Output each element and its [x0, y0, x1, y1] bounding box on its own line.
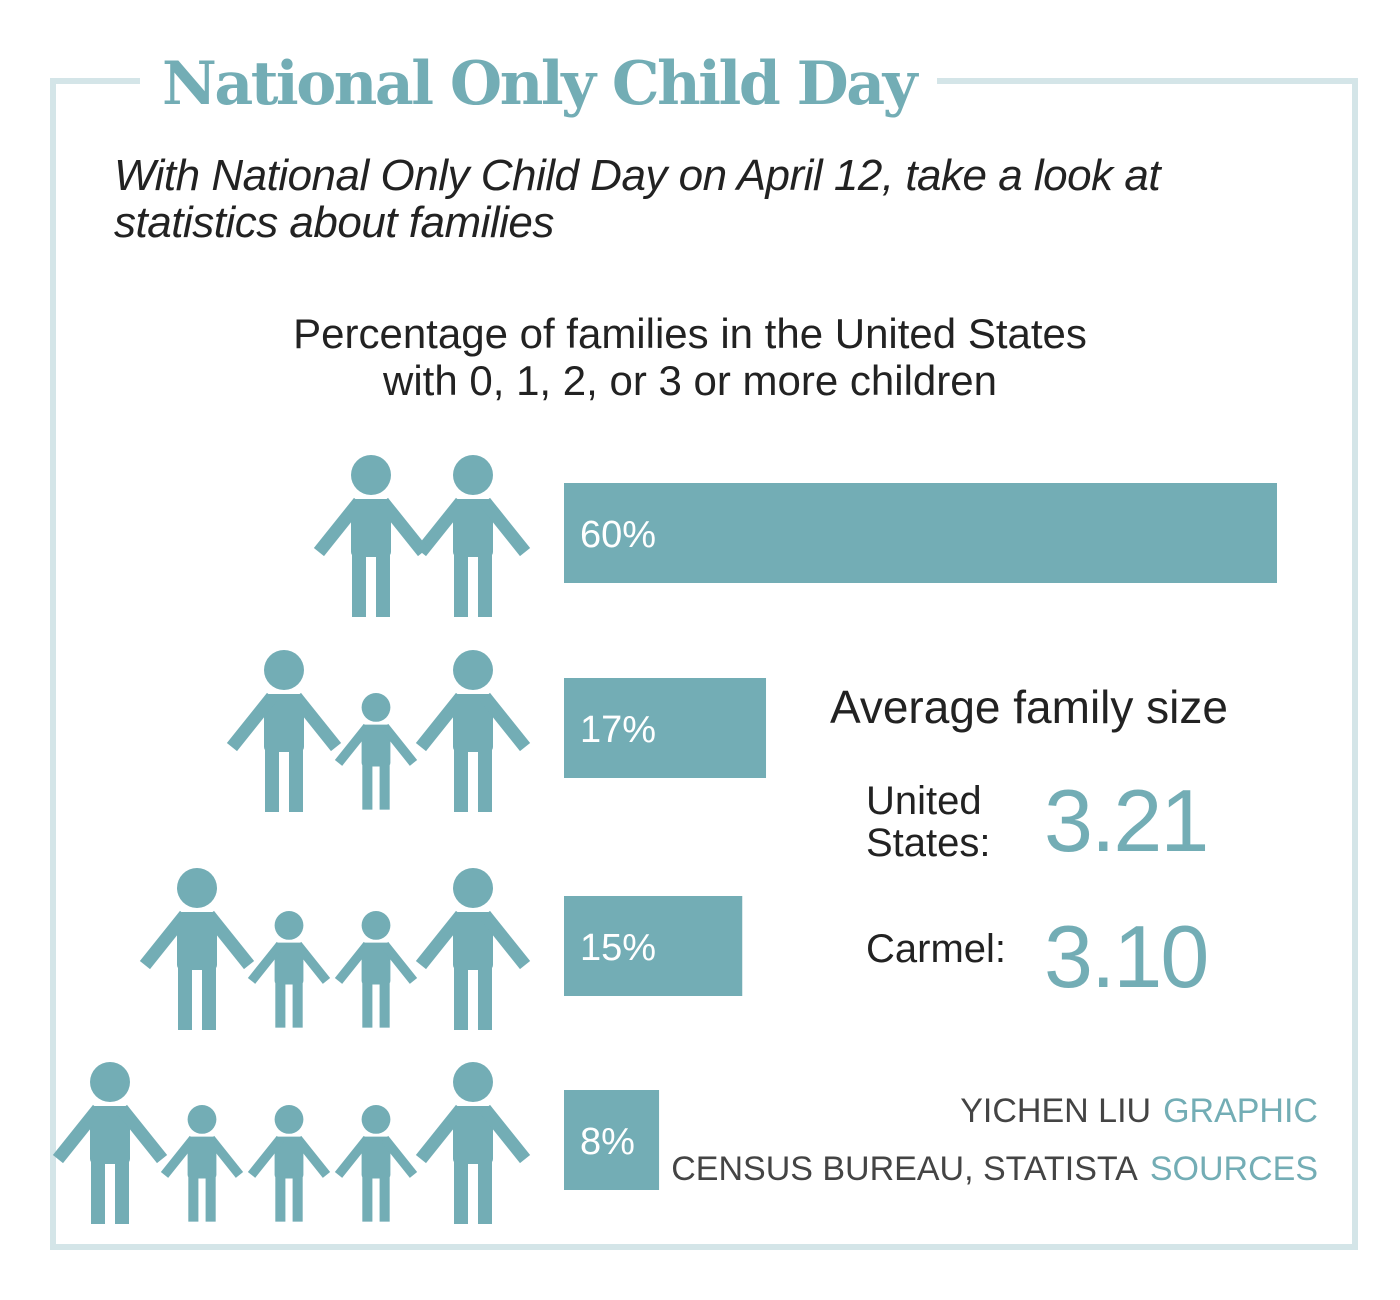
child-icon: [247, 1105, 331, 1222]
family-icon-row-2: [139, 868, 531, 1030]
graphic-credit-role: GRAPHIC: [1163, 1092, 1318, 1130]
bar-2: [564, 896, 743, 996]
chart-title: Percentage of families in the United Sta…: [150, 310, 1230, 404]
child-icon: [160, 1105, 244, 1222]
graphic-credit-name: YICHEN LIU: [960, 1092, 1152, 1130]
family-icon-row-1: [226, 650, 531, 812]
bar-label-2: 15%: [580, 927, 656, 969]
carmel-average-value: 3.10: [1044, 907, 1209, 1006]
us-average-value: 3.21: [1044, 771, 1209, 870]
adult-icon: [415, 650, 531, 812]
adult-icon: [415, 1062, 531, 1224]
sources-credit-name: CENSUS BUREAU, STATISTA: [671, 1150, 1138, 1188]
chart-title-line-2: with 0, 1, 2, or 3 or more children: [383, 357, 997, 404]
us-label-line-2: States:: [866, 821, 991, 865]
bar-label-0: 60%: [580, 514, 656, 556]
adult-icon: [313, 455, 429, 617]
page-title: National Only Child Day: [140, 44, 937, 124]
carmel-label: Carmel:: [866, 927, 1007, 971]
us-label: United States:: [866, 780, 991, 864]
chart-title-line-1: Percentage of families in the United Sta…: [293, 310, 1087, 357]
bar-1: [564, 678, 767, 778]
child-icon: [334, 693, 418, 810]
average-family-size-title: Average family size: [830, 681, 1228, 733]
adult-icon: [415, 455, 531, 617]
family-icon-row-0: [313, 455, 531, 617]
child-icon: [247, 911, 331, 1028]
child-icon: [334, 911, 418, 1028]
sources-credit-role: SOURCES: [1149, 1150, 1318, 1188]
family-icon-row-3: [52, 1062, 531, 1224]
subtitle: With National Only Child Day on April 12…: [114, 151, 1161, 247]
bar-0: [564, 483, 1277, 583]
us-label-line-1: United: [866, 779, 982, 823]
bar-label-1: 17%: [580, 709, 656, 751]
graphic-credit: YICHEN LIU GRAPHIC: [960, 1092, 1318, 1131]
adult-icon: [139, 868, 255, 1030]
adult-icon: [52, 1062, 168, 1224]
bar-label-3: 8%: [580, 1121, 635, 1163]
bar-3: [564, 1090, 660, 1190]
child-icon: [334, 1105, 418, 1222]
adult-icon: [226, 650, 342, 812]
sources-credit: CENSUS BUREAU, STATISTA SOURCES: [671, 1150, 1318, 1189]
adult-icon: [415, 868, 531, 1030]
